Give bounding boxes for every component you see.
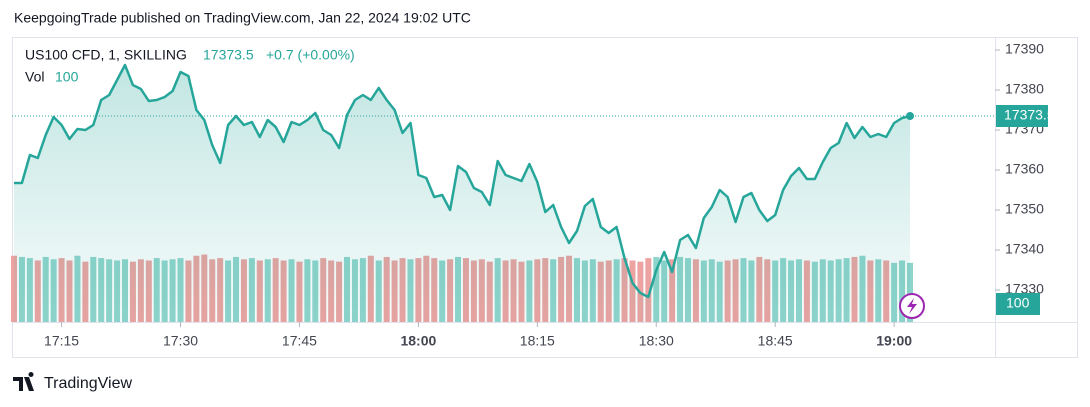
brand-logo (13, 372, 34, 391)
x-tick-label: 17:30 (163, 333, 198, 349)
last-price-box (996, 105, 1048, 127)
y-tick-label: 17330 (1005, 281, 1044, 297)
x-tick-label: 17:15 (44, 333, 79, 349)
header: KeepgoingTrade published on TradingView.… (14, 10, 471, 26)
volume-label: Vol (25, 69, 44, 85)
last-price: 17373.5 (203, 47, 254, 63)
x-tick-label: 18:00 (400, 333, 436, 349)
change: +0.7 (+0.00%) (266, 47, 355, 63)
y-tick-label: 17350 (1005, 201, 1044, 217)
last-volume: 100 (55, 69, 79, 85)
x-tick-label: 18:15 (520, 333, 555, 349)
volume-bar (645, 258, 652, 322)
price-area (14, 65, 910, 322)
y-tick-label: 17340 (1005, 241, 1044, 257)
y-tick-label: 17380 (1005, 81, 1044, 97)
symbol: US100 CFD, 1, SKILLING (25, 47, 187, 63)
x-tick-label: 17:45 (282, 333, 317, 349)
plot (11, 63, 995, 322)
last-point (906, 112, 914, 120)
brand: TradingView (44, 375, 132, 392)
x-tick-label: 19:00 (876, 333, 912, 349)
y-tick-label: 17360 (1005, 161, 1044, 177)
last-volume-box (996, 293, 1040, 315)
price-line (14, 63, 911, 299)
last-volume-label: 100 (1006, 295, 1030, 311)
last-price-label: 17373.5 (1004, 107, 1055, 123)
y-tick-label: 17390 (1005, 41, 1044, 57)
chart-frame (12, 37, 1078, 358)
x-tick-label: 18:45 (758, 333, 793, 349)
event-icon-bolt (907, 298, 917, 314)
x-tick-label: 18:30 (639, 333, 674, 349)
